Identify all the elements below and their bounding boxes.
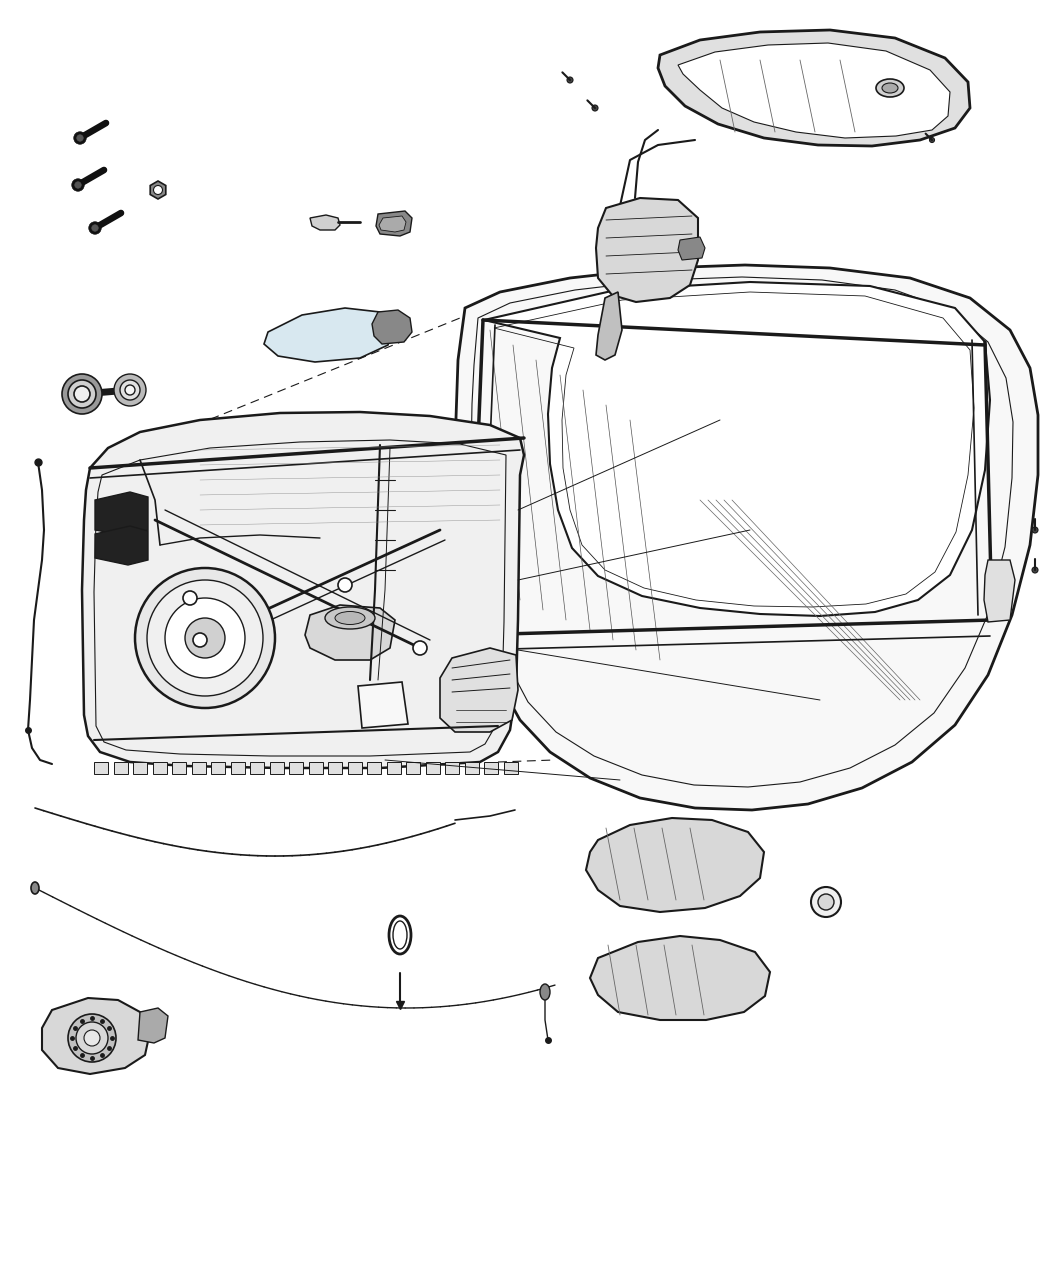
Polygon shape: [42, 998, 150, 1074]
Polygon shape: [172, 762, 186, 774]
Polygon shape: [289, 762, 303, 774]
Polygon shape: [138, 1009, 168, 1043]
Polygon shape: [231, 762, 245, 774]
Circle shape: [84, 1030, 100, 1046]
Circle shape: [89, 222, 101, 235]
Circle shape: [1032, 527, 1038, 533]
Polygon shape: [658, 31, 970, 147]
Polygon shape: [150, 181, 166, 199]
Circle shape: [74, 131, 86, 144]
Polygon shape: [309, 762, 322, 774]
Polygon shape: [456, 265, 1038, 810]
Circle shape: [68, 1014, 116, 1062]
Polygon shape: [348, 762, 361, 774]
Circle shape: [135, 567, 275, 708]
Polygon shape: [596, 292, 622, 360]
Polygon shape: [270, 762, 284, 774]
Circle shape: [193, 632, 207, 646]
Polygon shape: [425, 762, 440, 774]
Circle shape: [62, 374, 102, 414]
Polygon shape: [368, 762, 381, 774]
Circle shape: [592, 105, 598, 111]
Circle shape: [185, 618, 225, 658]
Circle shape: [147, 580, 262, 696]
Circle shape: [77, 135, 83, 142]
Polygon shape: [250, 762, 264, 774]
Circle shape: [338, 578, 352, 592]
Polygon shape: [678, 43, 950, 138]
Polygon shape: [304, 606, 395, 660]
Ellipse shape: [882, 83, 898, 93]
Ellipse shape: [876, 79, 904, 97]
Polygon shape: [94, 492, 148, 536]
Polygon shape: [152, 762, 167, 774]
Circle shape: [120, 380, 140, 400]
Circle shape: [1032, 567, 1038, 572]
Polygon shape: [484, 282, 990, 616]
Circle shape: [75, 181, 81, 189]
Polygon shape: [372, 310, 412, 344]
Polygon shape: [94, 527, 148, 565]
Circle shape: [125, 385, 135, 395]
Polygon shape: [113, 762, 127, 774]
Polygon shape: [406, 762, 420, 774]
Circle shape: [68, 380, 96, 408]
Circle shape: [74, 386, 90, 402]
Polygon shape: [596, 198, 698, 302]
Circle shape: [183, 592, 197, 606]
Ellipse shape: [326, 607, 375, 629]
Polygon shape: [379, 215, 406, 232]
Polygon shape: [376, 210, 412, 236]
Polygon shape: [445, 762, 459, 774]
Polygon shape: [310, 215, 340, 230]
Polygon shape: [211, 762, 225, 774]
Circle shape: [76, 1023, 108, 1054]
Circle shape: [929, 138, 934, 143]
Circle shape: [567, 76, 573, 83]
Polygon shape: [464, 762, 479, 774]
Circle shape: [165, 598, 245, 678]
Polygon shape: [358, 682, 408, 728]
Polygon shape: [504, 762, 518, 774]
Circle shape: [811, 887, 841, 917]
Circle shape: [413, 641, 427, 655]
Polygon shape: [264, 309, 394, 362]
Polygon shape: [386, 762, 400, 774]
Ellipse shape: [335, 612, 365, 625]
Circle shape: [114, 374, 146, 405]
Polygon shape: [328, 762, 342, 774]
Circle shape: [71, 179, 84, 191]
Polygon shape: [484, 762, 498, 774]
Polygon shape: [191, 762, 206, 774]
Polygon shape: [984, 560, 1015, 622]
Circle shape: [91, 224, 99, 231]
Ellipse shape: [32, 882, 39, 894]
Polygon shape: [586, 819, 764, 912]
Ellipse shape: [540, 984, 550, 1000]
Polygon shape: [590, 936, 770, 1020]
Polygon shape: [440, 648, 518, 732]
Polygon shape: [94, 762, 108, 774]
Circle shape: [153, 185, 163, 195]
Circle shape: [818, 894, 834, 910]
Polygon shape: [678, 237, 705, 260]
Polygon shape: [82, 412, 524, 768]
Polygon shape: [133, 762, 147, 774]
